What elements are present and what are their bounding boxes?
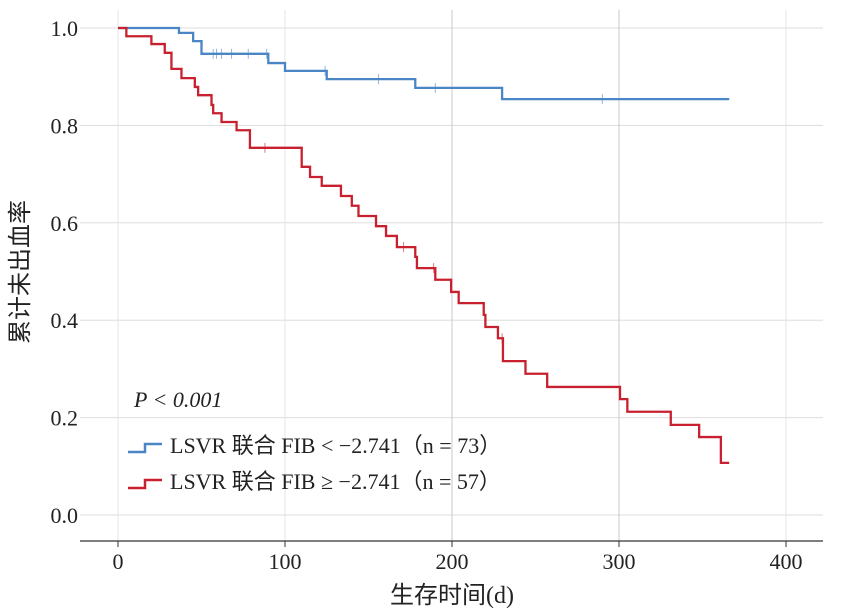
x-axis-label: 生存时间(d) xyxy=(390,582,514,609)
legend-swatch-high xyxy=(128,478,162,490)
legend-label-low: LSVR 联合 FIB < −2.741（n = 73） xyxy=(170,433,501,458)
series-layer xyxy=(118,26,730,465)
x-tick-label: 400 xyxy=(770,549,803,574)
y-ticks: 0.0 0.2 0.4 0.6 0.8 1.0 xyxy=(51,16,79,528)
legend-swatch-low xyxy=(128,442,162,454)
x-tick-label: 200 xyxy=(436,549,469,574)
legend-label-high: LSVR 联合 FIB ≥ −2.741（n = 57） xyxy=(170,469,501,494)
y-tick-label: 0.6 xyxy=(51,211,79,236)
y-axis-label: 累计未出血率 xyxy=(7,200,34,344)
y-tick-label: 0.2 xyxy=(51,406,79,431)
y-tick-label: 0.8 xyxy=(51,113,79,138)
survival-curve-high xyxy=(118,26,730,465)
p-value-annotation: P < 0.001 xyxy=(133,387,222,412)
y-tick-label: 1.0 xyxy=(51,16,79,41)
y-tick-label: 0.4 xyxy=(51,308,79,333)
grid xyxy=(80,10,823,541)
x-tick-label: 100 xyxy=(269,549,302,574)
legend: LSVR 联合 FIB < −2.741（n = 73） LSVR 联合 FIB… xyxy=(128,433,501,494)
x-ticks: 0 100 200 300 400 xyxy=(113,541,803,574)
y-tick-label: 0.0 xyxy=(51,503,79,528)
x-tick-label: 300 xyxy=(603,549,636,574)
x-tick-label: 0 xyxy=(113,549,124,574)
survival-curve-low xyxy=(118,26,730,101)
